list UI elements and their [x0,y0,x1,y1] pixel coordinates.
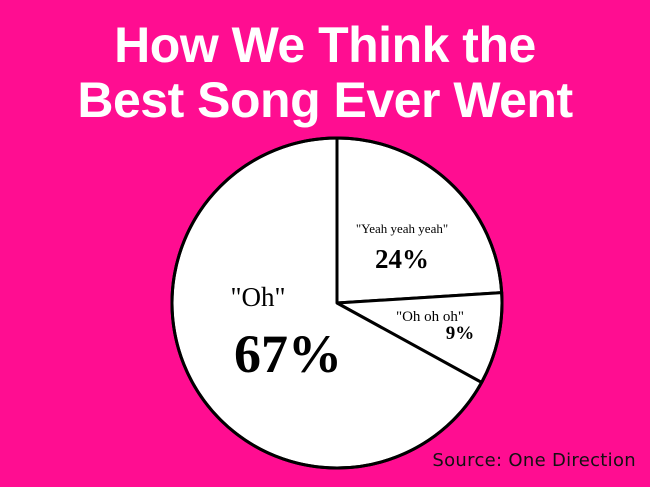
slice-label-3: "Oh" [230,282,285,312]
pie-labels: "Yeah yeah yeah" 24% "Oh oh oh"9% "Oh" 67% [230,221,474,384]
chart-title-line-2: Best Song Ever Went [77,72,573,128]
pie-outline [170,136,504,470]
source-note: Source: One Direction [432,450,636,471]
pie-slices [170,136,504,470]
chart-title-line-1: How We Think the [114,17,536,73]
slice-label-1: "Yeah yeah yeah" [356,221,448,236]
slice-value-2: 9% [446,323,475,344]
slice-label-2: "Oh oh oh" [396,309,464,325]
slice-value-1: 24% [375,244,429,274]
slice-value-3: 67% [234,324,342,384]
chart-title: How We Think the Best Song Ever Went [0,18,650,128]
